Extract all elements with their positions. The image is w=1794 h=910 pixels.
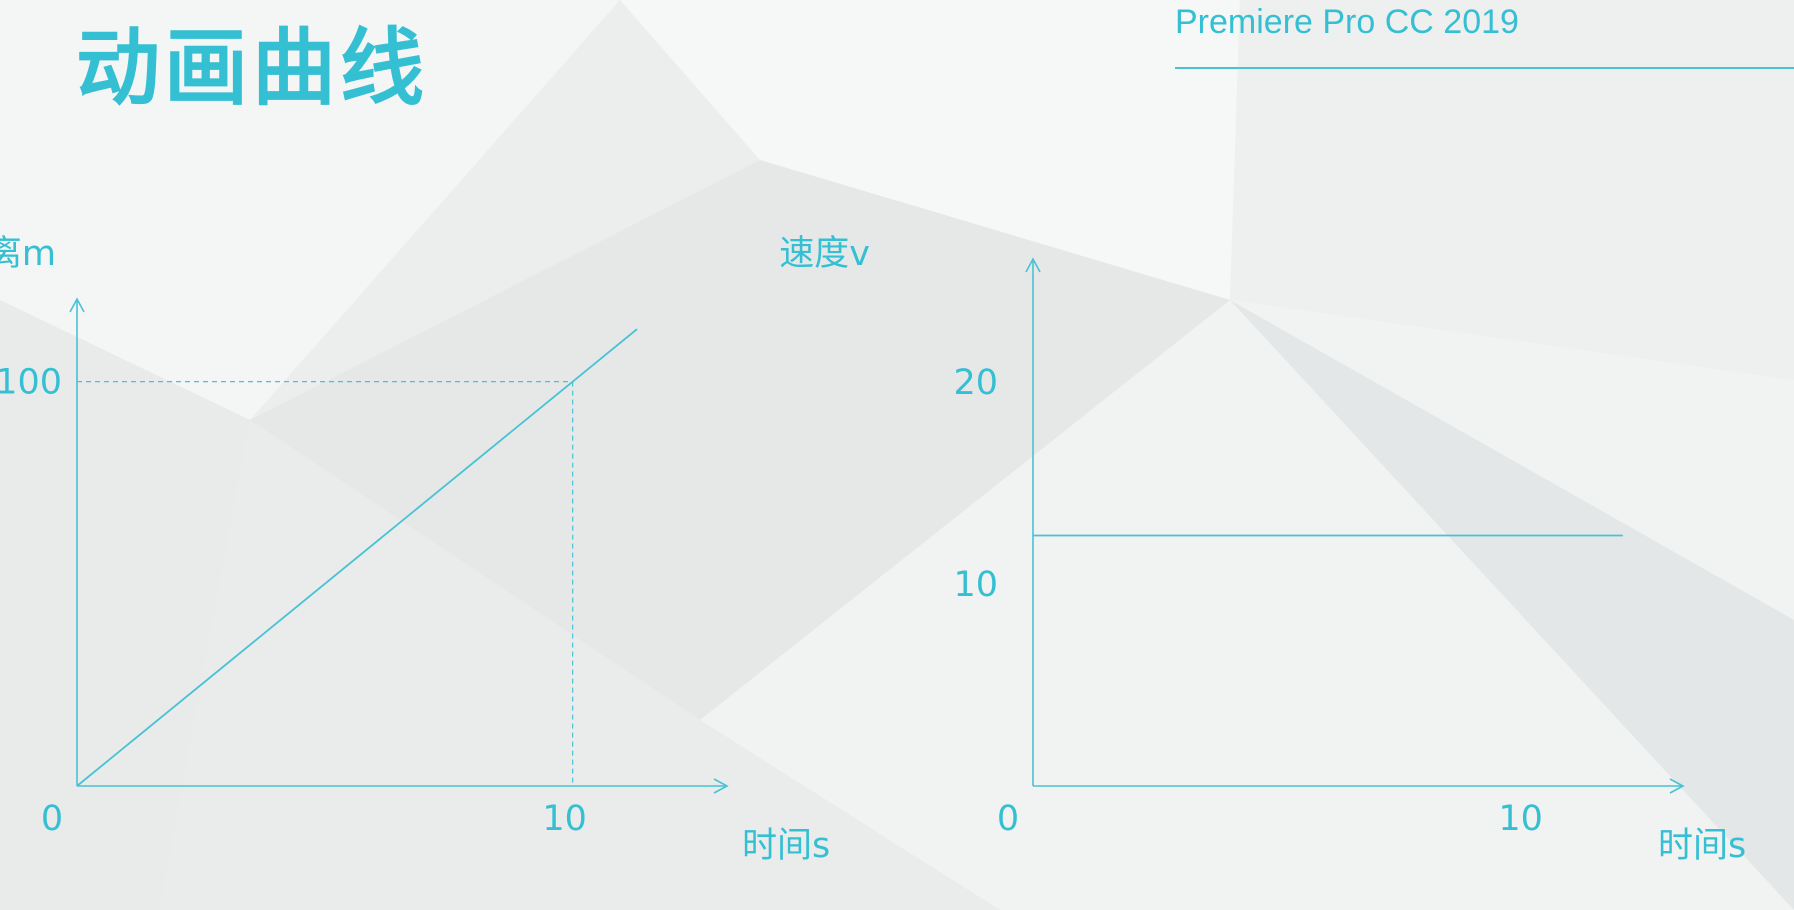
y-tick-label: 20	[953, 363, 998, 403]
y-axis-arrow	[1025, 257, 1041, 273]
series-line	[76, 328, 638, 787]
y-axis-label: 速度v	[779, 234, 870, 274]
x-tick-label: 10	[542, 799, 587, 839]
origin-label: 0	[41, 799, 63, 839]
slide-title: 动画曲线	[76, 19, 429, 117]
y-tick-label: 100	[0, 363, 62, 403]
x-axis-label: 时间s	[742, 826, 830, 866]
y-tick-label: 10	[953, 565, 998, 605]
speed-chart: 速度v 时间s 0 10 20 10	[779, 234, 1746, 866]
app-label: Premiere Pro CC 2019	[1175, 3, 1519, 41]
header-divider	[1175, 67, 1794, 69]
x-axis-arrow	[1669, 778, 1685, 794]
y-axis-label: 距离m	[0, 234, 56, 274]
x-axis-label: 时间s	[1658, 826, 1746, 866]
origin-label: 0	[997, 799, 1019, 839]
y-axis-arrow	[69, 297, 85, 313]
distance-chart: 距离m 时间s 0 10 100	[0, 234, 830, 866]
x-tick-label: 10	[1498, 799, 1543, 839]
x-axis-arrow	[713, 778, 729, 794]
